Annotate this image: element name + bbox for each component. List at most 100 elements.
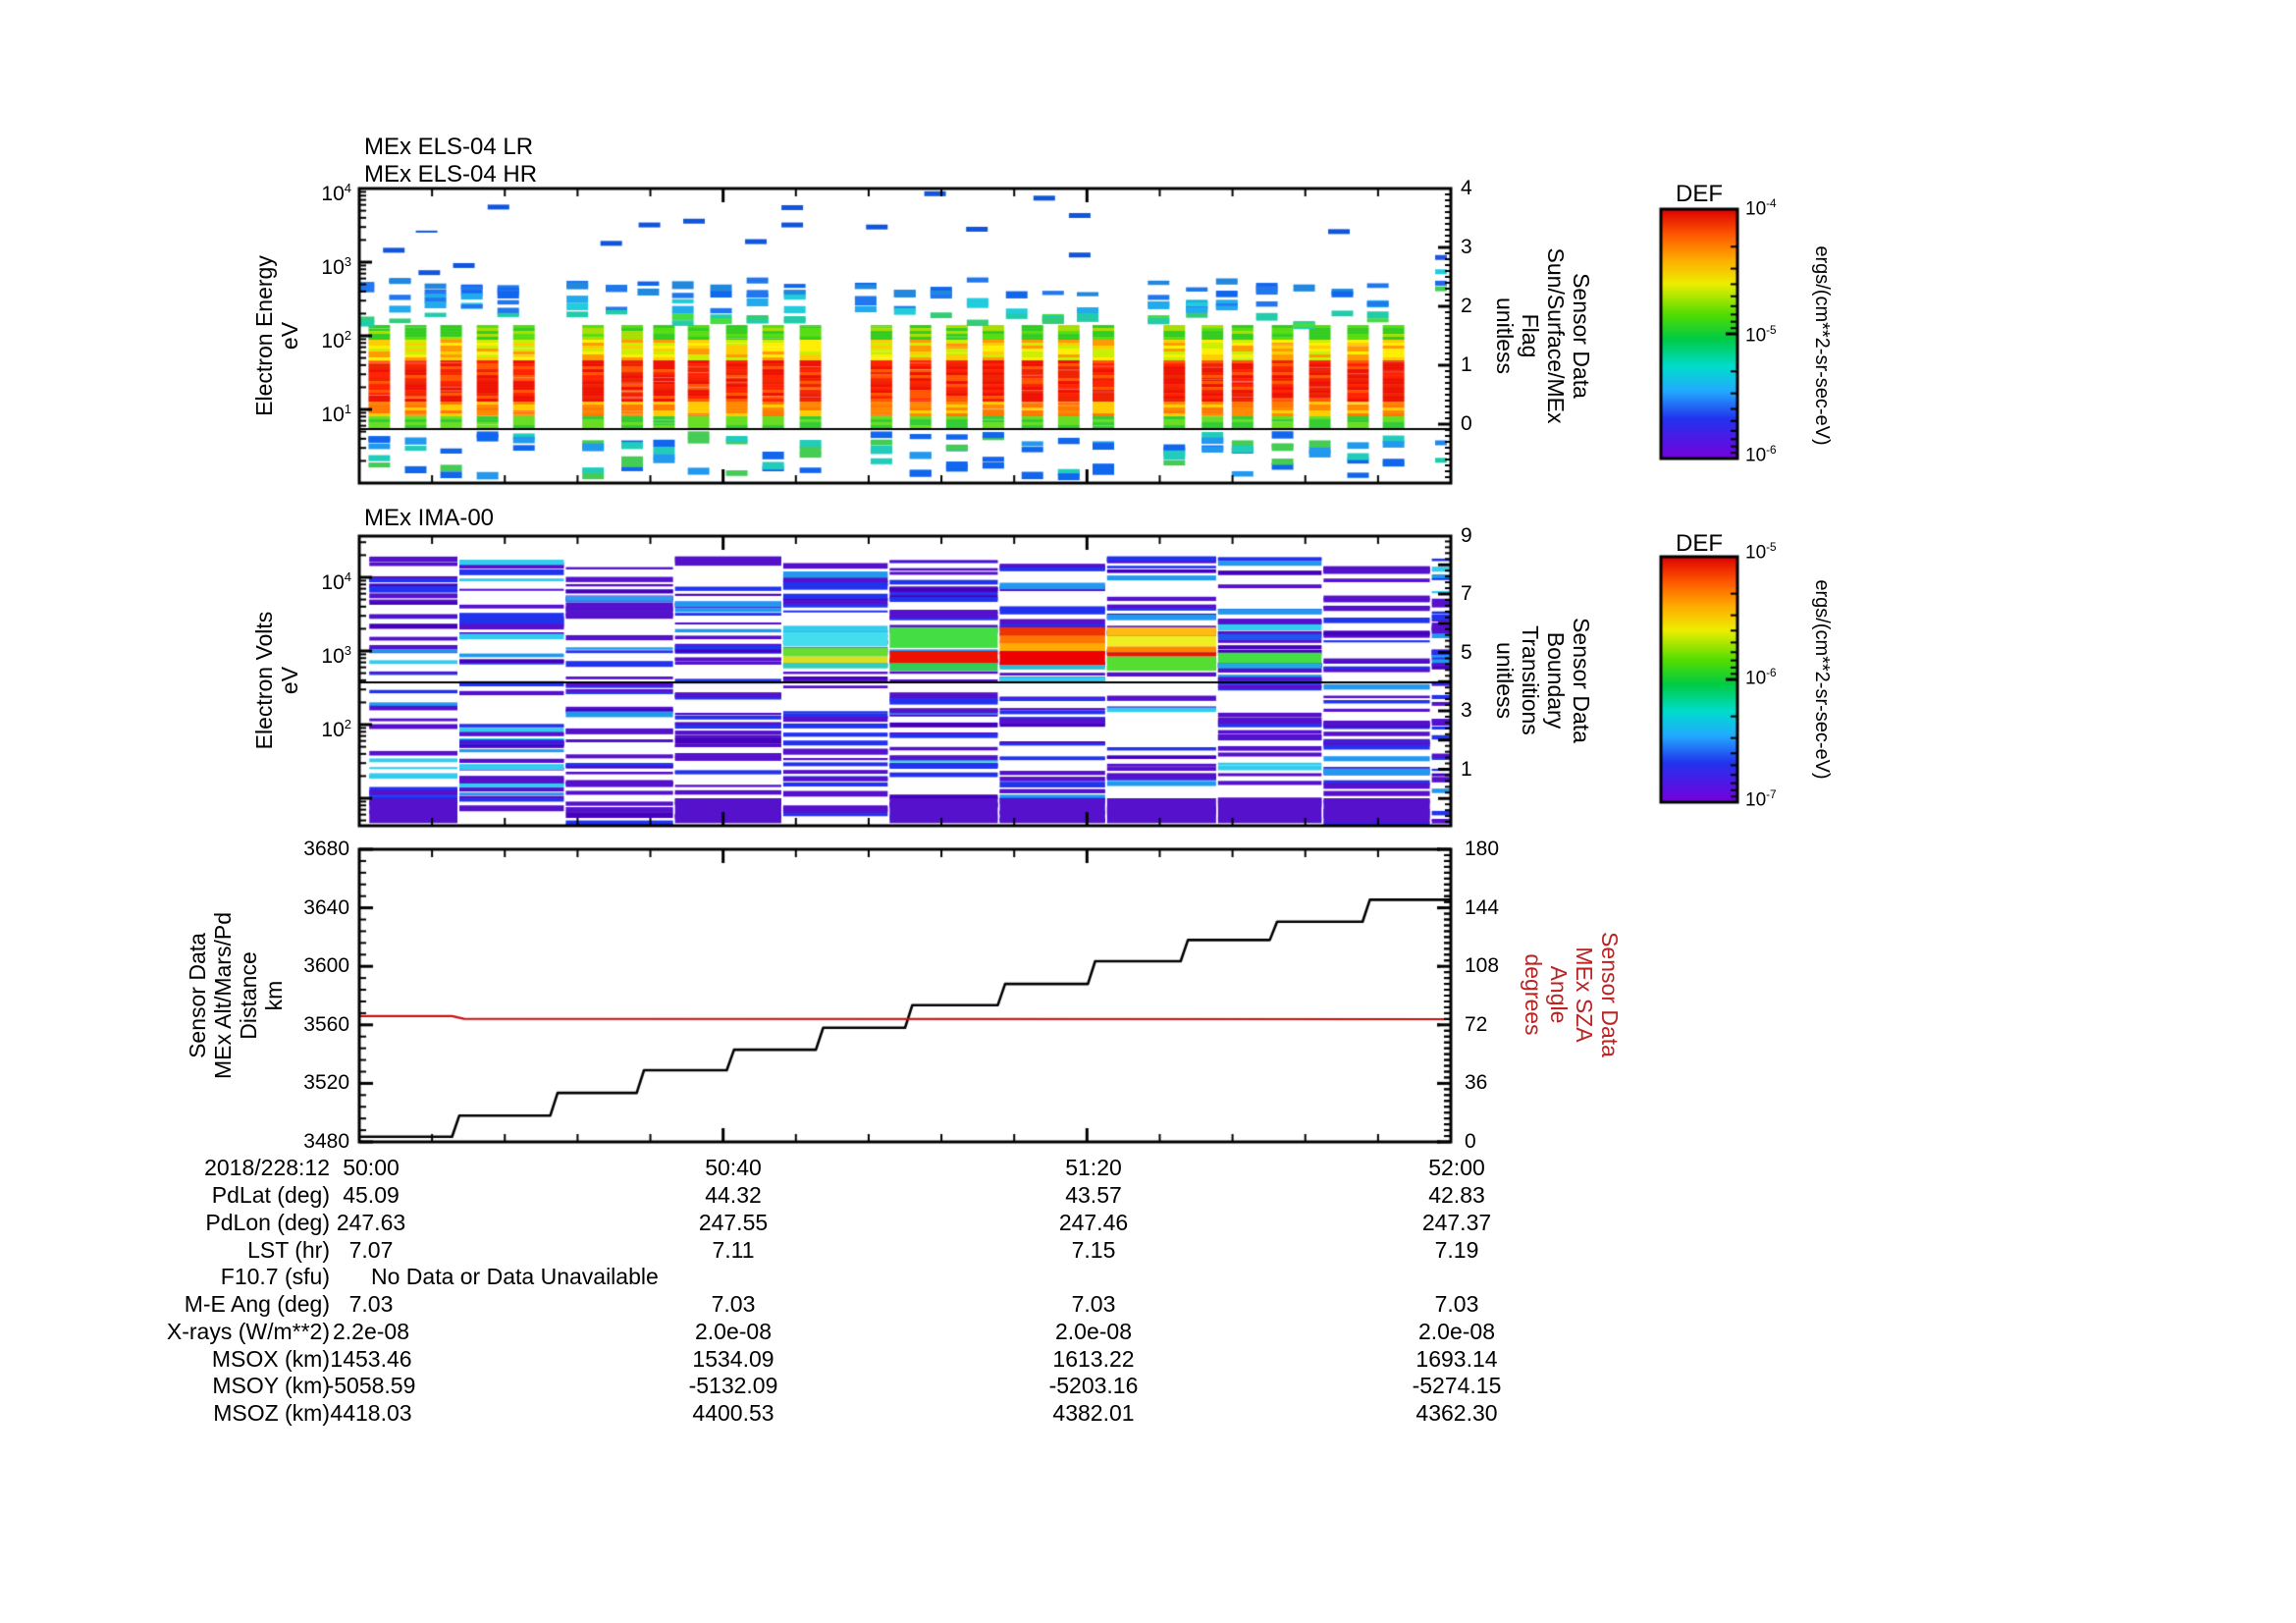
- colorbar2-title: DEF: [1676, 530, 1723, 557]
- cell-value: 247.46: [1058, 1210, 1129, 1235]
- cell-value: -5132.09: [688, 1373, 778, 1398]
- els-right-tick: 4: [1461, 177, 1472, 199]
- colorbar2-unit-label: ergs/(cm**2-sr-sec-eV): [1811, 579, 1833, 780]
- xtick-time: 52:00: [1428, 1155, 1485, 1180]
- cell-value: 7.03: [348, 1291, 394, 1317]
- colorbar2-tick: 10-7: [1745, 788, 1777, 811]
- ima-right-tick: 9: [1461, 524, 1472, 547]
- ima-ytick: 102: [321, 717, 351, 741]
- row-label: M-E Ang (deg): [184, 1291, 330, 1317]
- cell-value: 1613.22: [1052, 1346, 1135, 1372]
- cell-value: 7.11: [712, 1237, 755, 1263]
- alt-ytick: 3560: [303, 1013, 349, 1036]
- colorbar1-tick: 10-6: [1745, 444, 1777, 466]
- sza-ytick: 72: [1465, 1013, 1488, 1036]
- ima-spectrogram-panel: [359, 536, 1451, 826]
- ima-y-axis-label: Electron Volts eV: [251, 611, 302, 750]
- altitude-sza-panel: [359, 849, 1451, 1142]
- ima-right-tick: 1: [1461, 758, 1472, 781]
- els-spectrogram-panel: [359, 189, 1451, 483]
- sza-ytick: 108: [1465, 954, 1500, 977]
- row-label: MSOY (km): [212, 1373, 330, 1398]
- colorbar2-tick: 10-6: [1745, 667, 1777, 689]
- cell-value: 7.15: [1071, 1237, 1116, 1263]
- row-label: 2018/228:12: [204, 1155, 330, 1180]
- alt-y-axis-label: Sensor Data MEx Alt/Mars/Pd Distance km: [185, 912, 287, 1079]
- alt-ytick: 3680: [303, 838, 349, 860]
- sza-ytick: 0: [1465, 1130, 1476, 1153]
- colorbar1-tick: 10-5: [1745, 324, 1777, 347]
- ima-right-tick: 5: [1461, 641, 1472, 664]
- row-label: F10.7 (sfu): [220, 1264, 330, 1289]
- no-data-note: No Data or Data Unavailable: [371, 1264, 659, 1289]
- els-ytick: 104: [321, 181, 351, 205]
- alt-ytick: 3480: [303, 1130, 349, 1153]
- cell-value: 7.03: [1434, 1291, 1479, 1317]
- alt-ytick: 3640: [303, 896, 349, 919]
- colorbar2-tick: 10-5: [1745, 541, 1777, 564]
- alt-ytick: 3520: [303, 1071, 349, 1094]
- row-label: MSOX (km): [211, 1346, 330, 1372]
- cell-value: 45.09: [343, 1182, 400, 1208]
- ima-right-tick: 3: [1461, 699, 1472, 722]
- row-label: X-rays (W/m**2): [166, 1319, 330, 1344]
- row-label: MSOZ (km): [213, 1400, 330, 1426]
- els-right-axis-label: Sensor Data Sun/Surface/MEx Flag unitless: [1492, 247, 1594, 424]
- ima-right-tick: 7: [1461, 582, 1472, 605]
- els-ytick: 101: [321, 402, 351, 426]
- sza-ytick: 180: [1465, 838, 1500, 860]
- cell-value: 2.0e-08: [694, 1319, 772, 1344]
- cell-value: 2.0e-08: [1054, 1319, 1132, 1344]
- cell-value: 7.07: [348, 1237, 394, 1263]
- cell-value: 7.19: [1434, 1237, 1479, 1263]
- els-right-tick: 3: [1461, 236, 1472, 258]
- cell-value: 4362.30: [1415, 1400, 1498, 1426]
- row-label: PdLon (deg): [205, 1210, 330, 1235]
- els-right-tick: 2: [1461, 295, 1472, 317]
- cell-value: -5274.15: [1412, 1373, 1502, 1398]
- cell-value: 247.37: [1421, 1210, 1492, 1235]
- cell-value: 42.83: [1428, 1182, 1485, 1208]
- cell-value: 7.03: [711, 1291, 756, 1317]
- xtick-time: 51:20: [1065, 1155, 1122, 1180]
- els-title-hr: MEx ELS-04 HR: [364, 161, 538, 188]
- cell-value: 1453.46: [330, 1346, 412, 1372]
- cell-value: -5203.16: [1048, 1373, 1139, 1398]
- cell-value: 44.32: [705, 1182, 762, 1208]
- alt-ytick: 3600: [303, 954, 349, 977]
- xtick-time: 50:40: [705, 1155, 762, 1180]
- cell-value: 2.2e-08: [332, 1319, 409, 1344]
- colorbar1-unit-label: ergs/(cm**2-sr-sec-eV): [1811, 245, 1833, 446]
- row-label: LST (hr): [247, 1237, 330, 1263]
- xtick-time: 50:00: [343, 1155, 400, 1180]
- cell-value: 4400.53: [692, 1400, 774, 1426]
- cell-value: 2.0e-08: [1417, 1319, 1495, 1344]
- ima-right-axis-label: Sensor Data Boundary Transitions unitless: [1492, 618, 1594, 743]
- els-right-tick: 1: [1461, 353, 1472, 376]
- els-title-lr: MEx ELS-04 LR: [364, 134, 534, 160]
- row-label: PdLat (deg): [211, 1182, 330, 1208]
- sza-ytick: 144: [1465, 896, 1500, 919]
- sza-right-axis-label: Sensor Data MEx SZA Angle degrees: [1521, 932, 1623, 1057]
- els-ytick: 102: [321, 328, 351, 352]
- sza-ytick: 36: [1465, 1071, 1488, 1094]
- colorbar1-tick: 10-4: [1745, 197, 1777, 220]
- els-right-tick: 0: [1461, 412, 1472, 435]
- cell-value: 1693.14: [1415, 1346, 1498, 1372]
- cell-value: 4382.01: [1052, 1400, 1135, 1426]
- els-y-axis-label: Electron Energy eV: [251, 255, 302, 416]
- cell-value: -5058.59: [326, 1373, 416, 1398]
- ima-ytick: 103: [321, 643, 351, 668]
- cell-value: 43.57: [1065, 1182, 1122, 1208]
- cell-value: 7.03: [1071, 1291, 1116, 1317]
- els-ytick: 103: [321, 254, 351, 279]
- cell-value: 4418.03: [330, 1400, 412, 1426]
- cell-value: 247.55: [698, 1210, 769, 1235]
- colorbar1-title: DEF: [1676, 181, 1723, 207]
- cell-value: 1534.09: [692, 1346, 774, 1372]
- ima-ytick: 104: [321, 569, 351, 594]
- ima-title: MEx IMA-00: [364, 505, 495, 531]
- cell-value: 247.63: [336, 1210, 406, 1235]
